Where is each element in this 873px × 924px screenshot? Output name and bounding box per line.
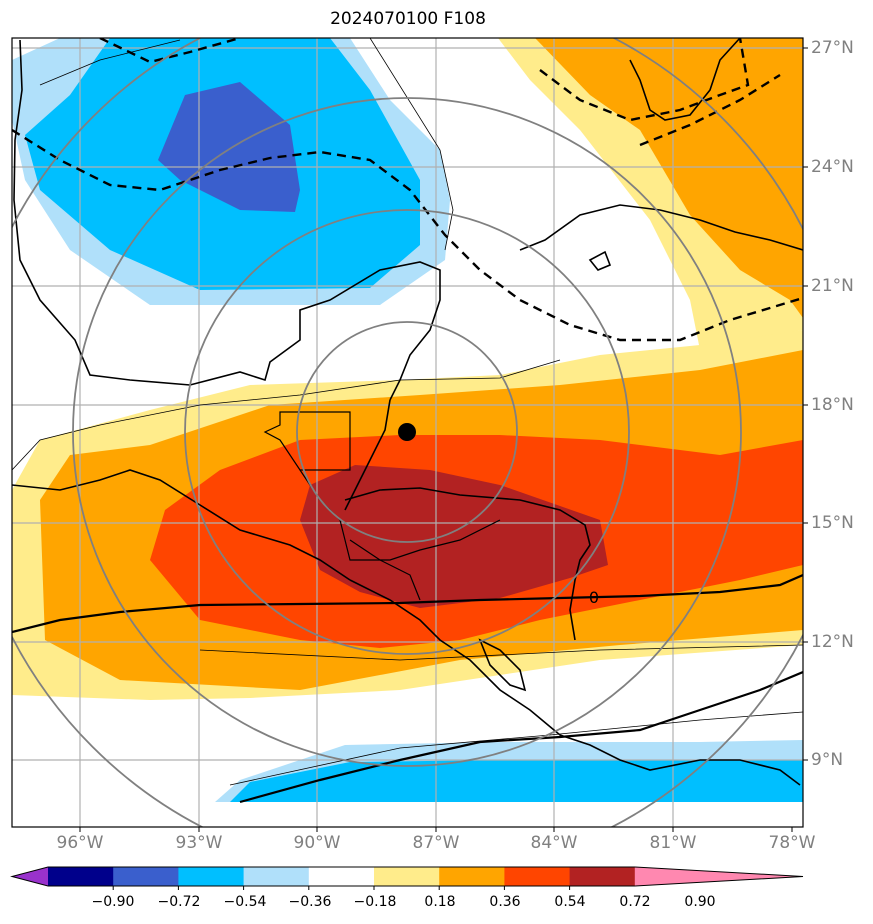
colorbar-swatch: [374, 867, 440, 886]
lat-label-24n: 24°N: [811, 157, 854, 177]
coastline-central-america: [349, 579, 801, 786]
colorbar-label-7: 0.54: [554, 894, 586, 910]
lon-label-90w: 90°W: [293, 833, 341, 853]
field-pos-072-south: [300, 465, 608, 608]
coastline-cuba: [519, 204, 803, 251]
lon-label-96w: 96°W: [56, 833, 104, 853]
colorbar-swatch: [504, 867, 571, 886]
colorbar-outline: [10, 866, 804, 887]
colorbar-swatch: [439, 867, 505, 886]
colorbar-label-1: −0.72: [157, 894, 201, 910]
storm-center-marker: [398, 423, 416, 441]
field-neg-036-south: [230, 760, 803, 802]
coastline-honduras-north: [344, 487, 591, 641]
coastline-florida: [629, 38, 741, 121]
range-ring-2: [184, 209, 630, 655]
colorbar-label-6: 0.36: [489, 894, 521, 910]
contour-zero-south: [239, 670, 803, 804]
colorbar-extend-low: [12, 867, 48, 886]
colorbar-label-5: 0.18: [424, 894, 456, 910]
colorbar-extend-high: [634, 867, 803, 886]
field-pos-036-ne: [535, 38, 803, 318]
lon-label-93w: 93°W: [175, 833, 223, 853]
contour-label-zero: 0: [589, 588, 599, 607]
colorbar-swatch: [308, 867, 375, 886]
contour-dashed-north: [12, 128, 803, 342]
contour-dashed-top: [99, 38, 241, 64]
colorbar-swatch: [113, 867, 179, 886]
lon-label-87w: 87°W: [412, 833, 460, 853]
lat-label-12n: 12°N: [811, 632, 854, 652]
range-ring-1: [296, 321, 518, 543]
lon-label-84w: 84°W: [530, 833, 578, 853]
colorbar-label-8: 0.72: [619, 894, 651, 910]
contour-zero-mid: [12, 573, 803, 634]
colorbar-label-3: −0.36: [288, 894, 332, 910]
range-ring-3: [72, 97, 742, 767]
lat-label-15n: 15°N: [811, 513, 854, 533]
coastline-yucatan-east: [344, 399, 391, 511]
lat-label-9n: 9°N: [811, 750, 844, 770]
colorbar-label-4: −0.18: [353, 894, 397, 910]
colorbar-swatch: [243, 867, 310, 886]
colorbar-swatch: [48, 867, 114, 886]
colorbar-label-9: 0.90: [684, 894, 716, 910]
lon-label-81w: 81°W: [649, 833, 697, 853]
map-title: 2024070100 F108: [330, 9, 486, 29]
lat-label-21n: 21°N: [811, 276, 854, 296]
coastline-lake-nicaragua: [478, 638, 527, 692]
colorbar-label-2: −0.54: [223, 894, 267, 910]
lat-label-18n: 18°N: [811, 395, 854, 415]
coastline-pacific-mexico: [12, 469, 351, 581]
colorbar-swatch: [569, 867, 636, 886]
colorbar-swatch: [178, 867, 245, 886]
contour-dashed-ne: [539, 38, 750, 122]
coastline-mexico-gulf: [13, 39, 441, 401]
colorbar-label-0: −0.90: [91, 894, 135, 910]
colorbar: [10, 866, 804, 890]
lat-label-27n: 27°N: [811, 38, 854, 58]
map-frame: [11, 37, 804, 828]
contour-dashed-ne2: [639, 73, 781, 147]
coastline-isle-youth: [588, 250, 612, 271]
lon-label-78w: 78°W: [768, 833, 816, 853]
